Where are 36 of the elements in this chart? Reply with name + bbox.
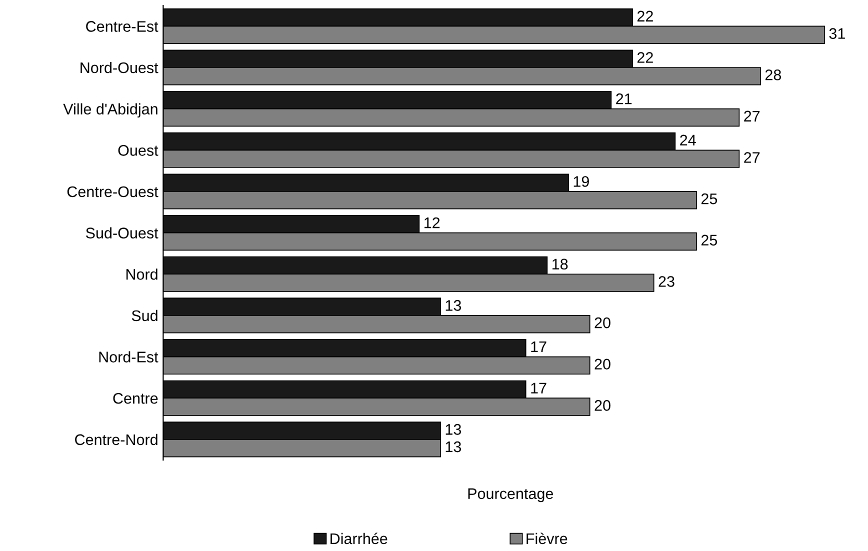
y-tick-label: Sud — [132, 310, 158, 322]
data-label: 23 — [658, 276, 674, 287]
y-tick-label: Ouest — [118, 145, 158, 156]
data-label: 28 — [765, 69, 782, 80]
y-tick-label: Centre — [113, 392, 158, 404]
data-label: 20 — [594, 400, 610, 411]
y-tick-label: Nord — [126, 268, 158, 280]
data-label: 24 — [680, 134, 696, 146]
y-tick-label: Centre-Est — [86, 21, 158, 32]
data-label: 13 — [446, 441, 462, 452]
data-label: 18 — [552, 258, 568, 270]
data-label: 13 — [446, 424, 462, 435]
data-label: 21 — [616, 93, 632, 104]
data-label: 20 — [594, 358, 610, 370]
y-tick-label: Nord-Ouest — [80, 62, 158, 74]
data-label: 17 — [531, 342, 546, 352]
data-label: 17 — [531, 382, 546, 394]
y-tick-label: Nord-Est — [99, 351, 158, 362]
data-label: 25 — [701, 193, 718, 204]
y-tick-label: Ville d'Abidjan — [63, 103, 158, 118]
data-label: 22 — [637, 10, 653, 22]
y-tick-label: Centre-Ouest — [67, 186, 158, 198]
legend-label: Diarrhée — [330, 532, 388, 544]
data-label: 25 — [701, 234, 718, 246]
data-label: 31 — [829, 28, 845, 39]
x-axis-title: Pourcentage — [468, 488, 554, 502]
data-label: 19 — [574, 176, 589, 187]
y-tick-label: Centre-Nord — [75, 434, 158, 446]
legend-label: Fièvre — [526, 532, 568, 544]
data-label: 27 — [744, 110, 760, 122]
data-label: 27 — [744, 152, 760, 163]
data-label: 20 — [594, 317, 610, 328]
data-label: 13 — [446, 300, 462, 311]
data-label: 22 — [637, 52, 653, 63]
data-label: 12 — [424, 217, 440, 228]
y-tick-label: Sud-Ouest — [86, 227, 158, 238]
